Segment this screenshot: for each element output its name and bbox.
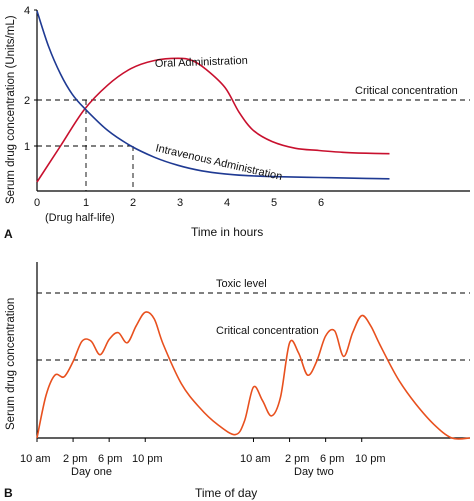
y-tick-1: 1	[24, 141, 30, 153]
serum-concentration-curve	[36, 311, 471, 440]
intravenous-administration-label: Intravenous Administration	[154, 142, 283, 183]
x-tick-10am-day1: 10 am	[20, 453, 51, 465]
x-tick-3: 3	[177, 197, 183, 209]
panel-a-critical-label: Critical concentration	[355, 85, 458, 97]
x-tick-10pm-day2: 10 pm	[355, 453, 386, 465]
x-tick-5: 5	[271, 197, 277, 209]
panel-b-critical-label: Critical concentration	[216, 325, 319, 337]
y-tick-2: 2	[24, 95, 30, 107]
oral-administration-curve	[36, 57, 390, 183]
drug-half-life-note: (Drug half-life)	[45, 212, 115, 224]
day-two-label: Day two	[294, 466, 334, 478]
x-tick-2: 2	[130, 197, 136, 209]
x-tick-6pm-day1: 6 pm	[98, 453, 122, 465]
x-tick-6: 6	[318, 197, 324, 209]
panel-b-letter: B	[4, 486, 13, 500]
panel-b-x-ticks	[36, 438, 363, 442]
panel-a-letter: A	[4, 227, 13, 241]
y-tick-4: 4	[24, 5, 30, 17]
panel-b-y-label: Serum drug concentration	[5, 298, 17, 430]
panel-b: Toxic level Critical concentration 10 am…	[4, 262, 471, 500]
toxic-level-label: Toxic level	[216, 278, 267, 290]
day-one-label: Day one	[71, 466, 112, 478]
panel-b-x-label: Time of day	[195, 486, 257, 500]
x-tick-10pm-day1: 10 pm	[132, 453, 163, 465]
x-tick-2pm-day1: 2 pm	[63, 453, 87, 465]
x-tick-0: 0	[34, 197, 40, 209]
panel-a-x-label: Time in hours	[191, 225, 263, 239]
oral-administration-label: Oral Administration	[155, 55, 248, 70]
x-tick-2pm-day2: 2 pm	[285, 453, 309, 465]
intravenous-administration-curve	[36, 10, 390, 180]
panel-a: Critical concentration Oral Administrati…	[4, 5, 470, 241]
x-tick-4: 4	[224, 197, 230, 209]
panel-a-y-label: Serum drug concentration (Units/mL)	[5, 15, 17, 204]
x-tick-6pm-day2: 6 pm	[320, 453, 344, 465]
x-tick-1: 1	[83, 197, 89, 209]
x-tick-10am-day2: 10 am	[240, 453, 271, 465]
